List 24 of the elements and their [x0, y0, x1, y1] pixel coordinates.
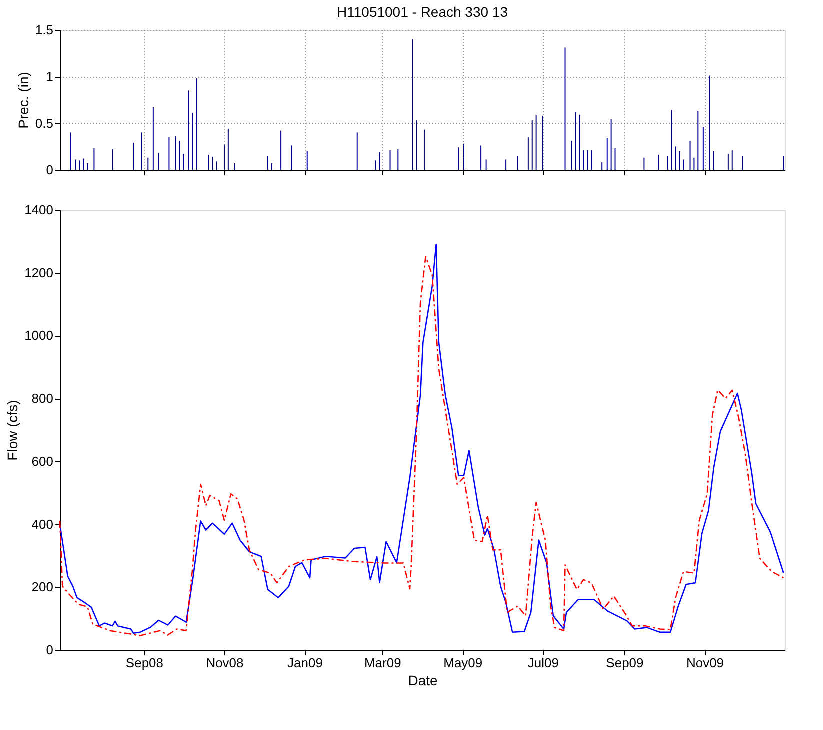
chart-title: H11051001 - Reach 330 13: [337, 4, 508, 20]
y-tick-label: 0.5: [35, 116, 54, 131]
y-tick-label: 1400: [24, 202, 54, 218]
x-tick-label: Sep08: [126, 656, 164, 670]
x-tick-label: Nov09: [686, 656, 724, 670]
x-tick-label: Jul09: [528, 656, 559, 670]
y-tick-label: 0: [46, 162, 54, 178]
y-tick-label: 800: [32, 391, 54, 406]
y-tick-label: 1.5: [35, 22, 54, 38]
y-tick-label: 600: [32, 454, 54, 469]
y-tick-label: 1200: [24, 265, 54, 280]
x-tick-label: Jan09: [288, 656, 323, 670]
y-tick-label: 1: [46, 69, 54, 84]
y-tick-label: 400: [32, 516, 54, 532]
x-axis-title: Date: [408, 672, 438, 688]
x-tick-label: Nov08: [206, 656, 244, 670]
x-tick-label: Mar09: [364, 656, 402, 670]
y-axis-title: Prec. (in): [15, 72, 32, 129]
y-tick-label: 1000: [24, 328, 54, 344]
y-tick-label: 0: [46, 642, 54, 658]
y-tick-label: 200: [32, 580, 54, 595]
y-axis-title: Flow (cfs): [4, 400, 21, 461]
x-tick-label: Sep09: [606, 656, 644, 670]
x-tick-label: May09: [444, 656, 483, 670]
